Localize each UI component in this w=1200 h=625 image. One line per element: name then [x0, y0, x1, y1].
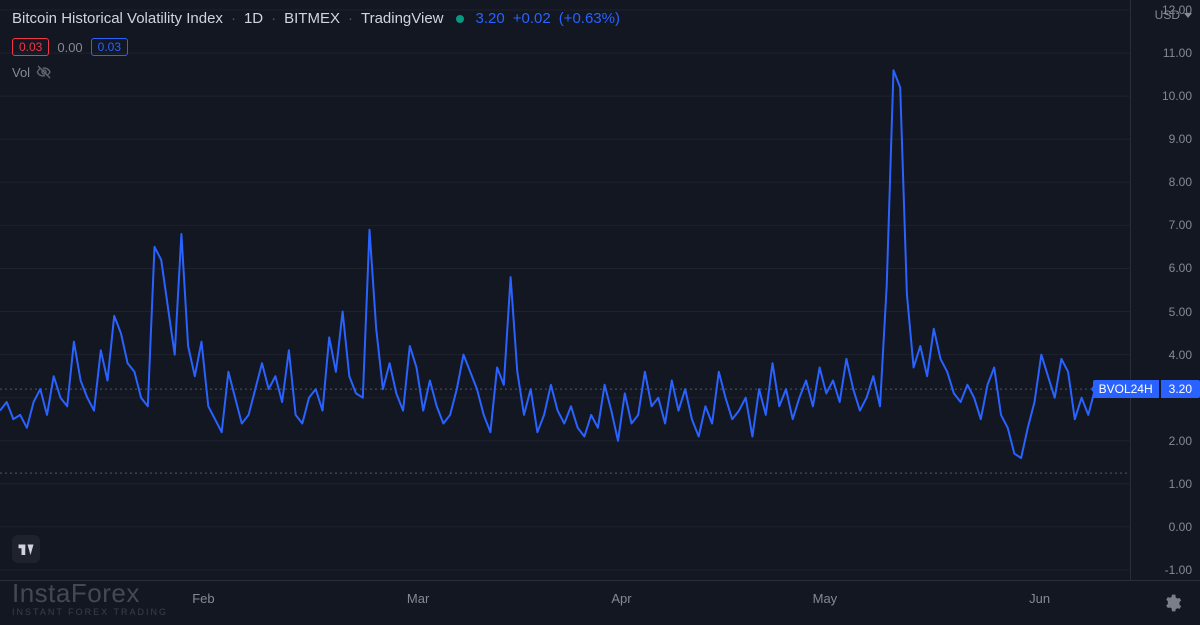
x-tick-label: Feb: [192, 591, 214, 606]
y-tick-label: 11.00: [1163, 46, 1192, 60]
ohlc-open-badge: 0.03: [12, 38, 49, 56]
plot-area[interactable]: [0, 0, 1130, 580]
volume-row[interactable]: Vol: [12, 64, 52, 80]
y-tick-label: 4.00: [1169, 348, 1192, 362]
eye-off-icon: [36, 64, 52, 80]
x-axis[interactable]: Feb Mar Apr May Jun: [0, 580, 1200, 625]
y-tick-label: 9.00: [1169, 132, 1192, 146]
watermark: InstaForex INSTANT FOREX TRADING: [12, 580, 168, 617]
tv-logo-icon: [17, 540, 35, 558]
ohlc-close-badge: 0.03: [91, 38, 128, 56]
y-tick-label: -1.00: [1165, 563, 1192, 577]
sep-dot: ·: [231, 10, 236, 27]
symbol-name: Bitcoin Historical Volatility Index: [12, 10, 223, 27]
last-tag-symbol: BVOL24H: [1093, 380, 1159, 398]
y-tick-label: 0.00: [1169, 520, 1192, 534]
market-status-icon: [456, 15, 464, 23]
y-tick-label: 2.00: [1169, 434, 1192, 448]
price-change-pct: (+0.63%): [559, 10, 620, 27]
provider-label: TradingView: [361, 10, 444, 27]
last-price-tag: BVOL24H 3.20: [1093, 379, 1200, 399]
chart-svg: [0, 0, 1130, 580]
chart-container: Bitcoin Historical Volatility Index · 1D…: [0, 0, 1200, 625]
y-tick-label: 1.00: [1169, 477, 1192, 491]
tradingview-logo[interactable]: [12, 535, 40, 563]
ohlc-row: 0.03 0.00 0.03: [12, 38, 128, 56]
price-change-abs: +0.02: [513, 10, 551, 27]
y-tick-label: 12.00: [1162, 3, 1192, 17]
sep-dot: ·: [348, 10, 353, 27]
symbol-header[interactable]: Bitcoin Historical Volatility Index · 1D…: [12, 10, 620, 27]
last-tag-value: 3.20: [1161, 380, 1200, 398]
x-tick-label: Jun: [1029, 591, 1050, 606]
volume-label: Vol: [12, 65, 30, 80]
interval-label: 1D: [244, 10, 263, 27]
watermark-sub: INSTANT FOREX TRADING: [12, 608, 168, 617]
y-tick-label: 10.00: [1162, 89, 1192, 103]
settings-button[interactable]: [1162, 593, 1182, 613]
gear-icon: [1162, 593, 1182, 613]
y-tick-label: 7.00: [1169, 218, 1192, 232]
y-tick-label: 6.00: [1169, 261, 1192, 275]
exchange-label: BITMEX: [284, 10, 340, 27]
y-axis[interactable]: USD 12.0011.0010.009.008.007.006.005.004…: [1130, 0, 1200, 580]
x-tick-label: Apr: [611, 591, 631, 606]
last-price: 3.20: [476, 10, 505, 27]
y-tick-label: 5.00: [1169, 305, 1192, 319]
ohlc-mid: 0.00: [57, 40, 82, 55]
sep-dot: ·: [271, 10, 276, 27]
watermark-brand: InstaForex: [12, 580, 168, 606]
x-tick-label: Mar: [407, 591, 429, 606]
x-tick-label: May: [813, 591, 838, 606]
y-tick-label: 8.00: [1169, 175, 1192, 189]
